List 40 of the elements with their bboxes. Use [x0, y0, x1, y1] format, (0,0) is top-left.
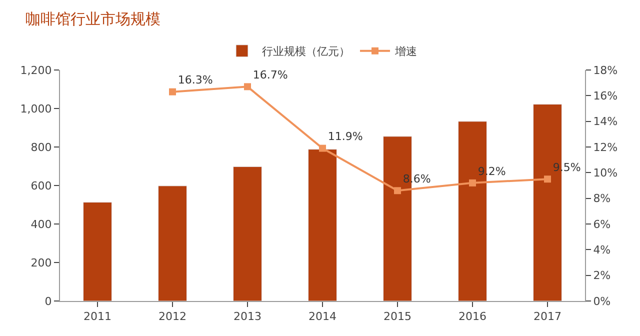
data-label: 11.9%: [328, 130, 363, 144]
y2-tick-label: 12%: [593, 140, 618, 154]
point: [169, 88, 176, 96]
data-label: 16.7%: [252, 68, 288, 82]
bar: [83, 202, 112, 301]
x-tick-label: 2017: [534, 310, 562, 324]
x-tick-label: 2012: [158, 310, 186, 324]
y2-tick-label: 14%: [593, 115, 618, 128]
point: [544, 176, 551, 183]
y-tick-label: 1,200: [20, 64, 52, 77]
y-tick-label: 0: [44, 294, 52, 308]
y2-tick-label: 6%: [593, 218, 611, 231]
point: [319, 144, 326, 152]
x-tick-label: 2011: [84, 310, 112, 324]
chart-title: 咖啡馆行业市场规模: [26, 10, 161, 28]
y2-tick-label: 2%: [593, 269, 611, 282]
legend-label: 增速: [394, 45, 417, 58]
bar: [158, 186, 187, 301]
y2-tick-label: 0%: [593, 294, 611, 308]
bar: [233, 166, 262, 301]
y-tick-label: 800: [30, 140, 52, 154]
y-tick-label: 200: [30, 256, 52, 270]
y-tick-label: 1,000: [20, 102, 52, 116]
y2-tick-label: 4%: [593, 244, 611, 257]
point: [394, 187, 401, 194]
y-tick-label: 600: [30, 179, 52, 192]
bar: [308, 149, 337, 301]
y2-tick-label: 10%: [593, 166, 618, 180]
data-label: 16.3%: [178, 74, 213, 87]
x-tick-label: 2013: [234, 310, 262, 324]
x-tick-label: 2015: [384, 310, 412, 324]
y2-tick-label: 18%: [593, 64, 618, 77]
y-tick-label: 400: [30, 218, 52, 231]
y2-tick-label: 8%: [593, 192, 611, 206]
legend-label: 行业规模（亿元）: [262, 45, 350, 58]
x-tick-label: 2016: [458, 310, 486, 324]
point: [469, 179, 476, 186]
point: [244, 83, 251, 90]
y2-tick-label: 16%: [593, 90, 618, 103]
x-tick-label: 2014: [308, 310, 336, 324]
